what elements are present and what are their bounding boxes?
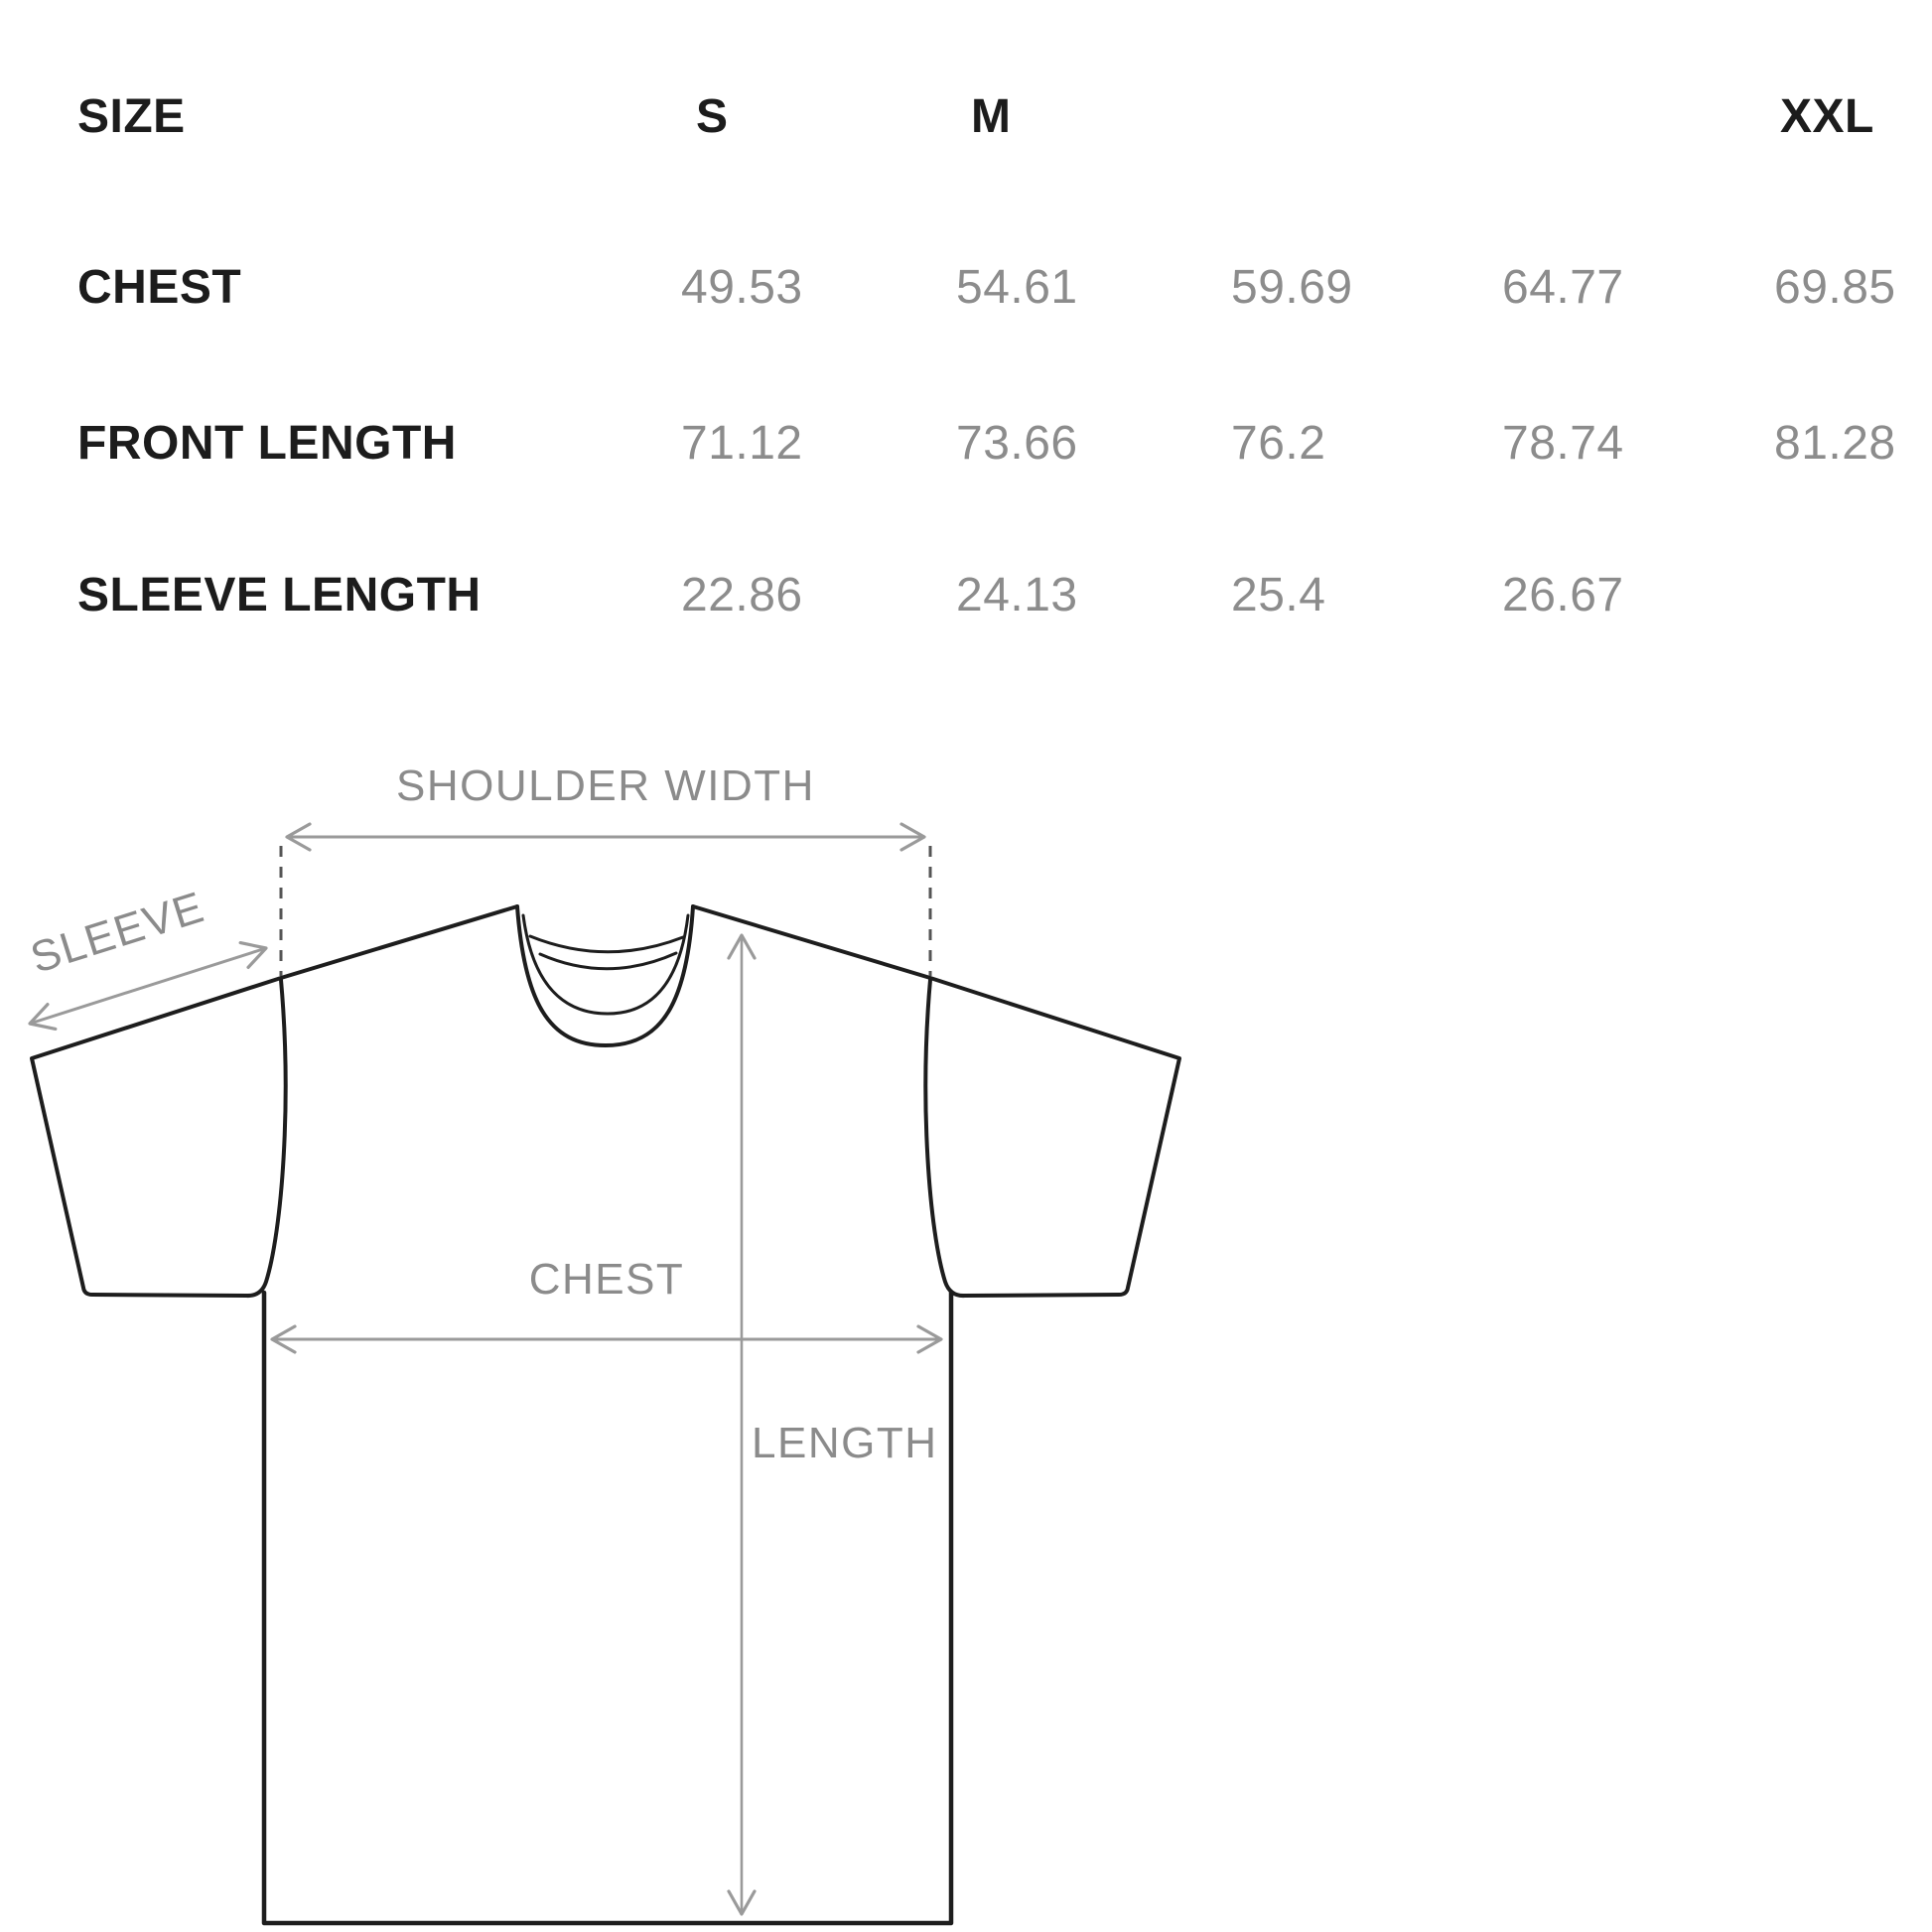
left-sleeve-outline — [30, 904, 519, 1299]
column-header-size: SIZE — [77, 90, 186, 143]
column-header-xxl: XXL — [1780, 90, 1874, 143]
chest-value-xxl: 69.85 — [1774, 261, 1896, 314]
front-length-value-l: 76.2 — [1231, 417, 1326, 470]
sleeve-arrow — [28, 941, 268, 1031]
collar-outer-curve — [515, 904, 695, 1047]
sleeve-label: SLEEVE — [25, 883, 210, 983]
front-length-value-s: 71.12 — [681, 417, 803, 470]
column-header-s: S — [696, 90, 729, 143]
tshirt-outline — [30, 904, 1181, 1926]
back-collar-line-1 — [528, 934, 685, 954]
collar-inner-curve — [521, 913, 690, 1016]
chest-label: CHEST — [529, 1255, 685, 1304]
sleeve-length-value-xl: 26.67 — [1502, 569, 1624, 621]
front-length-value-xl: 78.74 — [1502, 417, 1624, 470]
right-sleeve-outline — [691, 904, 1181, 1299]
chest-value-l: 59.69 — [1231, 261, 1353, 314]
front-length-value-m: 73.66 — [956, 417, 1078, 470]
sleeve-length-value-m: 24.13 — [956, 569, 1078, 621]
row-label-sleeve-length: SLEEVE LENGTH — [77, 569, 482, 621]
sleeve-length-value-l: 25.4 — [1231, 569, 1326, 621]
column-header-m: M — [971, 90, 1012, 143]
row-label-chest: CHEST — [77, 261, 242, 314]
chest-value-s: 49.53 — [681, 261, 803, 314]
sleeve-length-value-s: 22.86 — [681, 569, 803, 621]
row-label-front-length: FRONT LENGTH — [77, 417, 457, 470]
torso-outline — [261, 1290, 954, 1926]
front-length-value-xxl: 81.28 — [1774, 417, 1896, 470]
back-collar-line-2 — [538, 951, 678, 971]
shoulder-width-label: SHOULDER WIDTH — [396, 761, 815, 810]
chest-value-xl: 64.77 — [1502, 261, 1624, 314]
chest-value-m: 54.61 — [956, 261, 1078, 314]
length-label: LENGTH — [752, 1419, 937, 1467]
